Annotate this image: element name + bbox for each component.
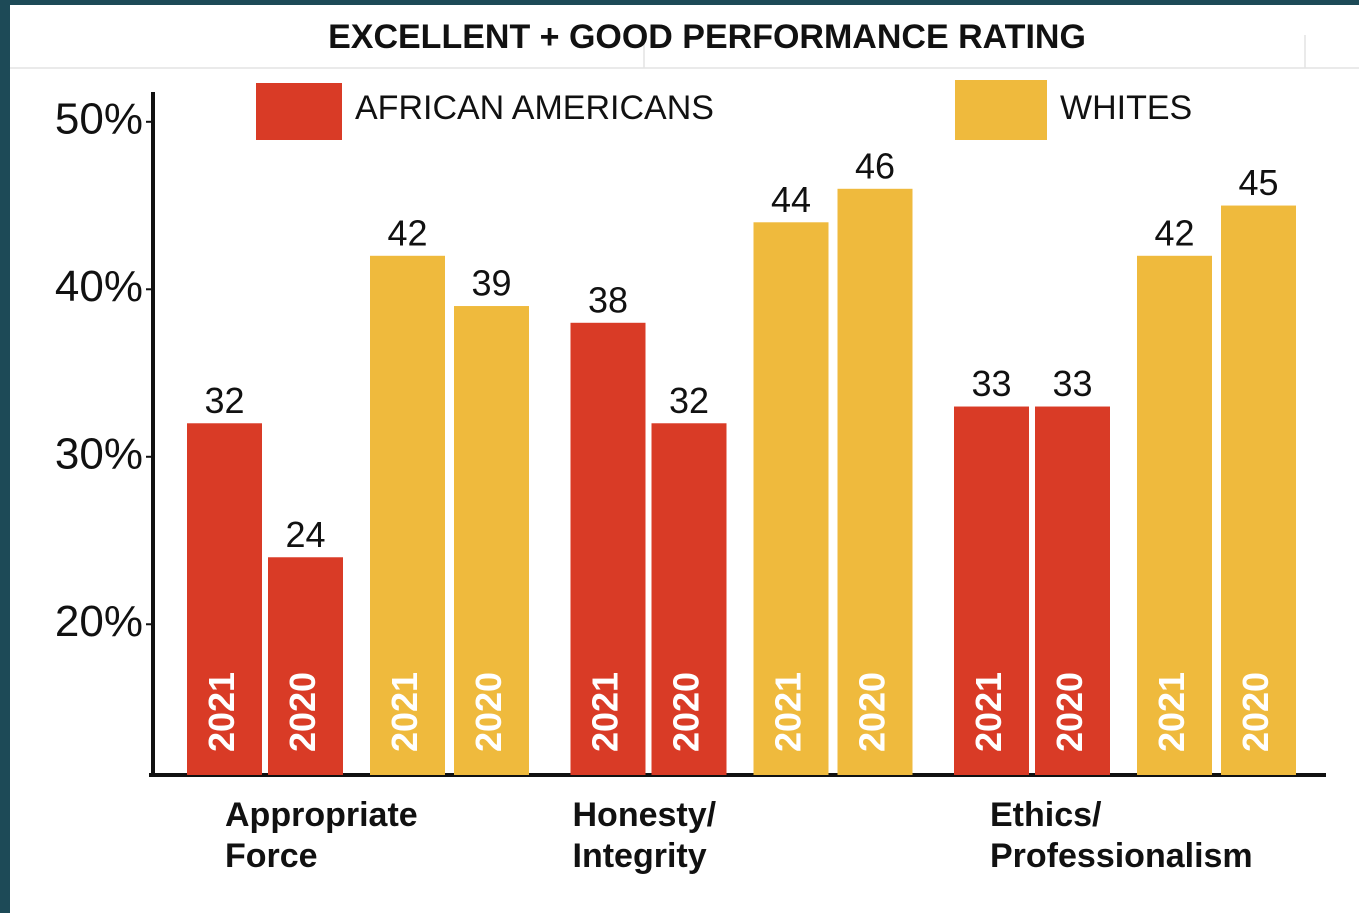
year-label: 2020 — [1049, 672, 1090, 752]
y-tick-label: 20% — [55, 597, 143, 646]
x-tick-label: Force — [225, 837, 318, 875]
bar — [370, 255, 445, 775]
year-label: 2020 — [468, 672, 509, 752]
bar — [1221, 205, 1296, 775]
legend-label: AFRICAN AMERICANS — [355, 89, 714, 127]
bar — [837, 188, 913, 776]
year-label: 2020 — [666, 672, 707, 752]
y-tick-label: 40% — [55, 262, 143, 311]
data-label: 44 — [771, 179, 811, 220]
data-label: 39 — [471, 263, 511, 304]
data-label: 42 — [387, 212, 427, 253]
y-tick-label: 30% — [55, 429, 143, 478]
data-label: 24 — [285, 514, 325, 555]
bar — [1035, 406, 1110, 775]
bar — [187, 423, 262, 775]
data-label: 33 — [1052, 363, 1092, 404]
data-label: 46 — [855, 145, 895, 186]
data-label: 38 — [588, 279, 628, 320]
y-tick-label: 50% — [55, 94, 143, 143]
bar — [954, 406, 1029, 775]
bar — [268, 557, 343, 775]
x-tick-label: Integrity — [573, 837, 707, 875]
year-label: 2020 — [282, 672, 323, 752]
bar — [454, 306, 529, 775]
year-label: 2020 — [852, 672, 893, 752]
year-label: 2021 — [968, 672, 1009, 752]
year-label: 2021 — [201, 672, 242, 752]
year-label: 2021 — [585, 672, 626, 752]
year-label: 2021 — [768, 672, 809, 752]
year-label: 2021 — [384, 672, 425, 752]
data-label: 32 — [204, 380, 244, 421]
data-label: 32 — [669, 380, 709, 421]
data-label: 42 — [1154, 212, 1194, 253]
data-label: 45 — [1238, 162, 1278, 203]
x-tick-label: Ethics/ — [990, 796, 1102, 834]
legend-swatch — [256, 83, 342, 140]
bar — [651, 423, 727, 775]
bar — [570, 322, 646, 775]
year-label: 2021 — [1151, 672, 1192, 752]
data-label: 33 — [971, 363, 1011, 404]
x-tick-label: Appropriate — [225, 796, 418, 834]
legend-label: WHITES — [1060, 89, 1192, 127]
year-label: 2020 — [1235, 672, 1276, 752]
bar — [1137, 255, 1212, 775]
bar — [753, 222, 829, 775]
x-tick-label: Professionalism — [990, 837, 1253, 875]
chart-title: EXCELLENT + GOOD PERFORMANCE RATING — [328, 18, 1086, 56]
legend-swatch — [955, 80, 1047, 140]
x-tick-label: Honesty/ — [573, 796, 717, 834]
